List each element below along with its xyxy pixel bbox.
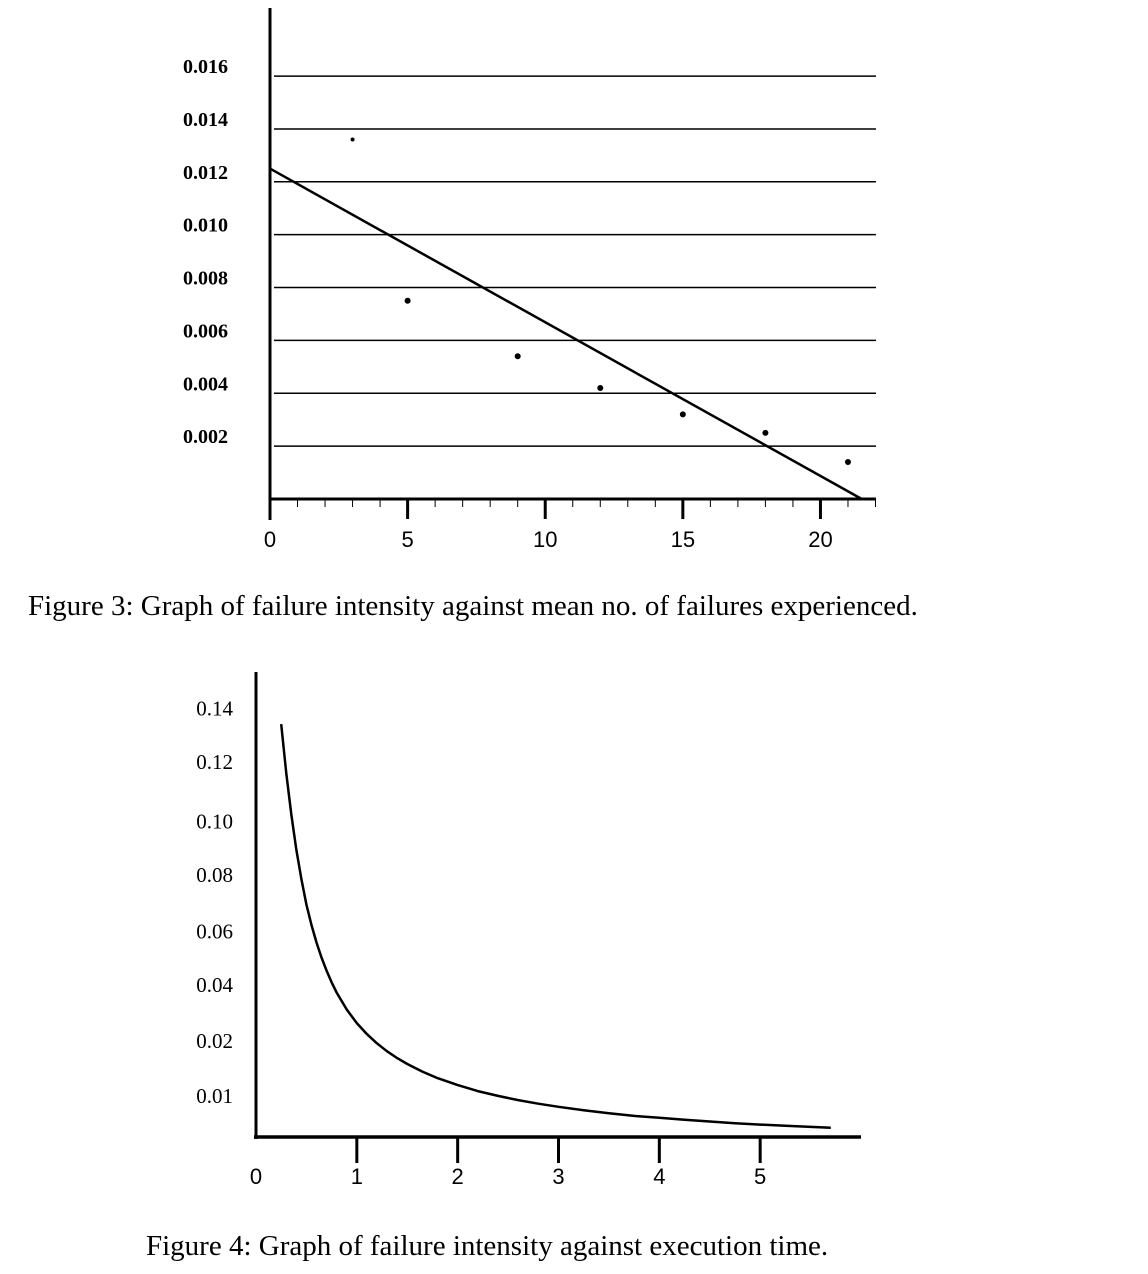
- data-point: [762, 429, 769, 436]
- data-point: [844, 458, 851, 465]
- y-tick-label: 0.10: [196, 809, 233, 833]
- y-tick-label: 0.004: [183, 373, 228, 395]
- figure-3-chart: 0.016 0.014 0.012 0.010 0.008 0.006 0.004 0.002…: [183, 8, 876, 552]
- y-tick-label: 0.04: [196, 973, 233, 997]
- y-tick-label: 0.006: [183, 320, 228, 342]
- y-tick-label: 0.016: [183, 56, 228, 78]
- data-point: [679, 411, 686, 418]
- x-tick-label: 15: [671, 527, 695, 552]
- x-tick-label: 0: [264, 527, 276, 552]
- y-tick-label: 0.008: [183, 268, 228, 290]
- y-tick-label: 0.08: [196, 863, 233, 887]
- data-point: [514, 353, 521, 360]
- data-point: [350, 137, 355, 142]
- fit-line: [269, 167, 863, 501]
- x-tick-label: 3: [552, 1164, 564, 1189]
- figure-4-caption: Figure 4: Graph of failure intensity aga…: [146, 1230, 829, 1262]
- figure-3-caption: Figure 3: Graph of failure intensity aga…: [28, 590, 918, 622]
- y-tick-label: 0.12: [196, 750, 233, 774]
- x-tick-label: 10: [533, 527, 557, 552]
- data-point: [404, 297, 411, 304]
- y-tick-label: 0.010: [183, 215, 228, 237]
- x-tick-label: 1: [351, 1164, 363, 1189]
- x-tick-label: 2: [452, 1164, 464, 1189]
- figure-4-chart: 0.14 0.12 0.10 0.08 0.06 0.04 0.02 0.01 0 1 2 3 4 5: [196, 672, 861, 1189]
- y-tick-label: 0.02: [196, 1029, 233, 1053]
- series-line: [279, 723, 831, 1129]
- y-tick-label: 0.06: [196, 919, 233, 943]
- y-tick-label: 0.014: [183, 109, 228, 131]
- y-tick-label: 0.002: [183, 426, 228, 448]
- x-tick-label: 4: [653, 1164, 665, 1189]
- data-point: [597, 384, 604, 391]
- x-tick-label: 0: [250, 1164, 262, 1189]
- x-tick-label: 5: [754, 1164, 766, 1189]
- y-tick-label: 0.012: [183, 162, 228, 184]
- x-tick-label: 20: [808, 527, 832, 552]
- y-tick-label: 0.01: [196, 1084, 233, 1108]
- x-tick-label: 5: [401, 527, 413, 552]
- y-tick-label: 0.14: [196, 697, 233, 721]
